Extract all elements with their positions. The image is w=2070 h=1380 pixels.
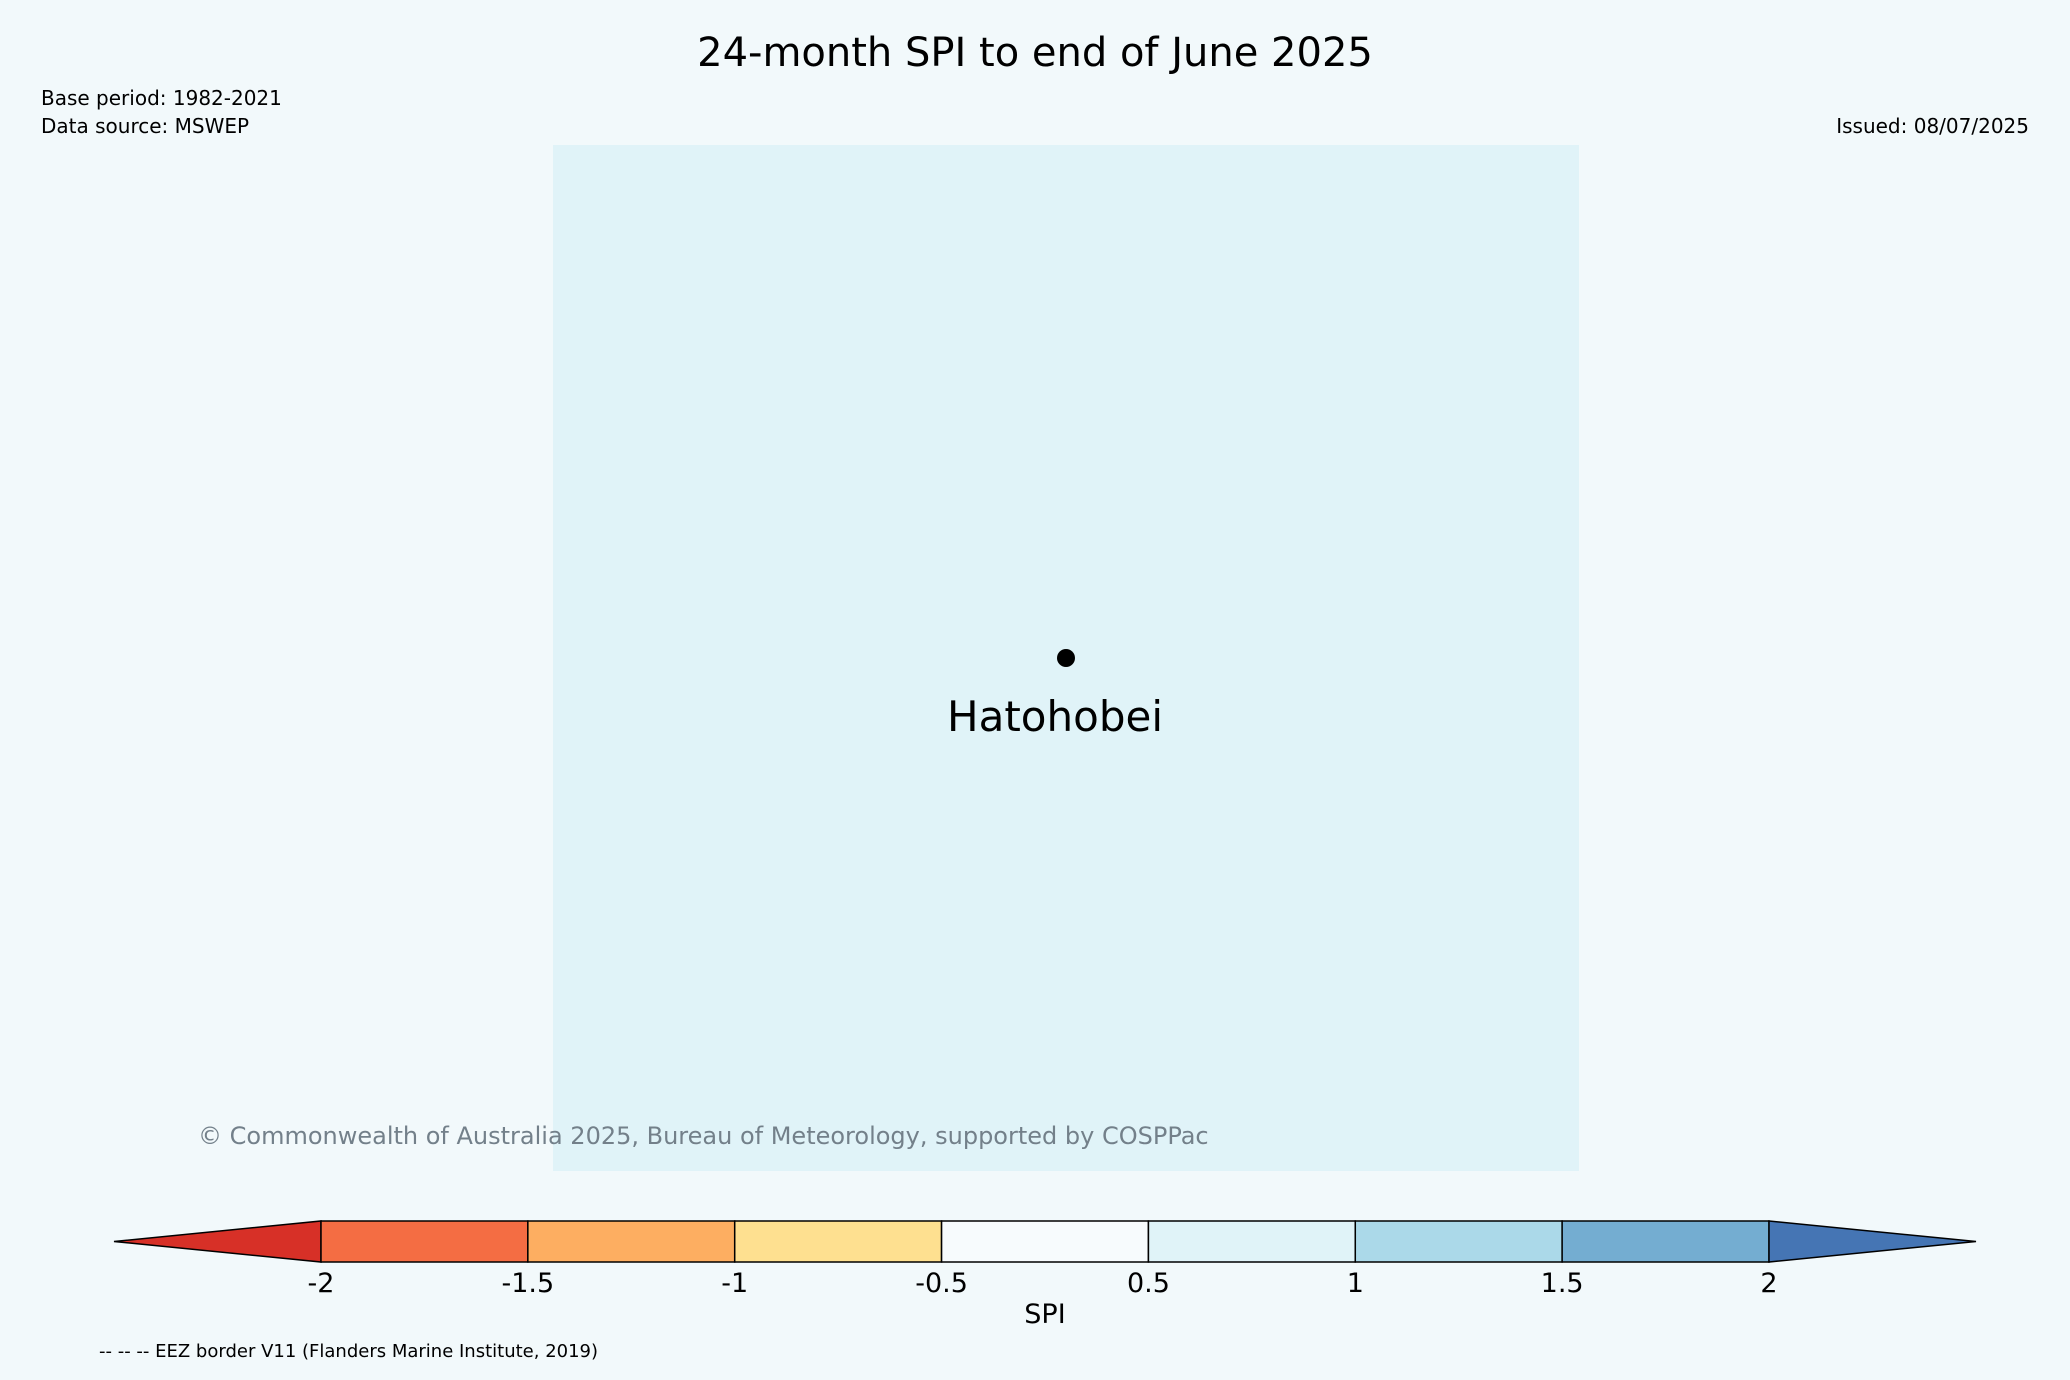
colorbar-axis-label: SPI (1024, 1299, 1065, 1330)
colorbar-segment (940, 1220, 1150, 1263)
colorbar-tick-label: -1 (721, 1268, 748, 1299)
chart-title: 24-month SPI to end of June 2025 (697, 30, 1373, 76)
colorbar-segment (1354, 1220, 1563, 1263)
station-label: Hatohobei (947, 692, 1163, 741)
colorbar-tick-label: -0.5 (915, 1268, 968, 1299)
colorbar-segment (1561, 1220, 1770, 1263)
colorbar-segment (733, 1220, 943, 1263)
copyright-notice: © Commonwealth of Australia 2025, Bureau… (198, 1122, 1209, 1150)
data-source-text: Data source: MSWEP (41, 114, 250, 138)
metadata-left: Base period: 1982-2021 Data source: MSWE… (41, 84, 282, 140)
colorbar-extend-low (113, 1220, 322, 1263)
eez-footer-note: -- -- -- EEZ border V11 (Flanders Marine… (99, 1341, 599, 1362)
station-marker (1057, 649, 1075, 667)
colorbar-tick-label: 1.5 (1541, 1268, 1584, 1299)
colorbar-legend: -2 -1.5 -1 -0.5 0.5 1 1.5 2 SPI (0, 1200, 2070, 1340)
colorbar-segment (527, 1220, 736, 1263)
colorbar-tick-label: 0.5 (1127, 1268, 1170, 1299)
issued-date-text: Issued: 08/07/2025 (1836, 114, 2029, 138)
colorbar-tick-label: -2 (308, 1268, 335, 1299)
colorbar-svg: -2 -1.5 -1 -0.5 0.5 1 1.5 2 SPI (113, 1220, 1977, 1330)
colorbar-segment (1147, 1220, 1357, 1263)
colorbar-extend-high (1768, 1220, 1977, 1263)
colorbar-tick-label: 2 (1760, 1268, 1777, 1299)
colorbar-tick-label: 1 (1347, 1268, 1364, 1299)
colorbar-segment (320, 1220, 529, 1263)
base-period-text: Base period: 1982-2021 (41, 86, 282, 110)
colorbar-tick-label: -1.5 (502, 1268, 555, 1299)
